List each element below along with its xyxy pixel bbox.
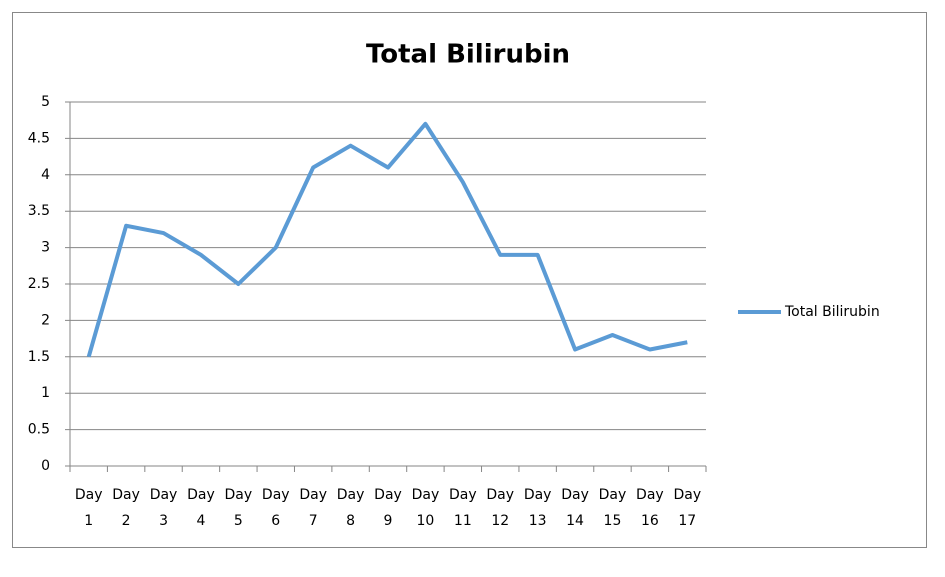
y-tick-label: 1: [41, 385, 50, 401]
x-tick-label: Day 11: [449, 487, 477, 529]
y-tick-label: 3: [41, 240, 50, 256]
chart-border: [12, 12, 927, 548]
y-tick-label: 0.5: [28, 422, 50, 438]
x-tick-label: Day 5: [225, 487, 253, 529]
y-tick-label: 5: [41, 94, 50, 110]
y-tick-label: 3.5: [28, 203, 50, 219]
x-tick-label: Day 2: [112, 487, 140, 529]
x-tick-label: Day 16: [636, 487, 664, 529]
x-tick-label: Day 13: [524, 487, 552, 529]
x-tick-label: Day 1: [75, 487, 103, 529]
y-tick-label: 2: [41, 312, 50, 328]
x-tick-label: Day 7: [299, 487, 327, 529]
x-tick-label: Day 17: [673, 487, 701, 529]
y-tick-label: 4.5: [28, 130, 50, 146]
x-tick-label: Day 3: [150, 487, 178, 529]
x-tick-label: Day 12: [486, 487, 514, 529]
legend-label: Total Bilirubin: [784, 304, 880, 320]
y-tick-label: 4: [41, 167, 50, 183]
chart-title: Total Bilirubin: [366, 40, 570, 70]
x-tick-label: Day 15: [599, 487, 627, 529]
x-tick-label: Day 8: [337, 487, 365, 529]
y-tick-label: 2.5: [28, 276, 50, 292]
x-tick-label: Day 4: [187, 487, 215, 529]
y-tick-label: 1.5: [28, 349, 50, 365]
x-tick-label: Day 14: [561, 487, 589, 529]
series-line: [86, 121, 688, 358]
x-tick-label: Day 9: [374, 487, 402, 529]
y-tick-label: 0: [41, 458, 50, 474]
x-tick-label: Day 6: [262, 487, 290, 529]
x-tick-label: Day 10: [412, 487, 440, 529]
